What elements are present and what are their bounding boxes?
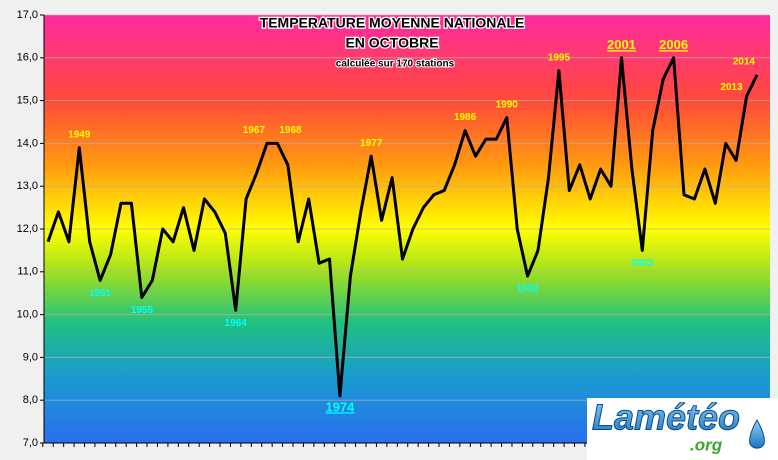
y-tick-label: 8,0 <box>23 394 38 406</box>
y-tick-label: 11,0 <box>17 266 38 278</box>
y-tick-label: 9,0 <box>23 351 38 363</box>
annotation: 1949 <box>68 129 91 140</box>
data-line <box>46 56 759 398</box>
annotation: 1986 <box>454 112 477 123</box>
logo-name: Lamétéo <box>592 397 740 438</box>
annotation: 1968 <box>279 125 302 136</box>
y-tick-label: 17,0 <box>17 9 38 21</box>
logo-background <box>587 398 778 460</box>
y-tick-label: 7,0 <box>23 437 38 449</box>
annotation: 1964 <box>225 318 248 329</box>
y-tick-label: 12,0 <box>17 223 38 235</box>
annotation: 1955 <box>131 305 154 316</box>
annotation: 2013 <box>720 82 743 93</box>
annotation: 1992 <box>516 284 539 295</box>
y-tick-label: 14,0 <box>17 137 38 149</box>
logo-domain: .org <box>690 435 723 454</box>
logo: Lamétéo .org <box>587 396 778 460</box>
logo-drop <box>749 418 765 449</box>
annotation: 2001 <box>607 37 636 52</box>
y-tick-label: 13,0 <box>17 180 38 192</box>
annotation: 1967 <box>243 125 266 136</box>
y-tick-label: 16,0 <box>17 52 38 64</box>
annotation: 1995 <box>548 52 571 63</box>
y-tick-label: 15,0 <box>17 95 38 107</box>
annotation: 2014 <box>733 57 756 68</box>
annotation: 1951 <box>89 288 112 299</box>
chart-subtitle: calculée sur 170 stations <box>336 59 455 70</box>
chart-title: EN OCTOBRE <box>345 35 438 51</box>
annotation: 2003 <box>631 258 654 269</box>
annotation: 2006 <box>659 37 688 52</box>
y-tick-label: 10,0 <box>17 309 38 321</box>
annotation: 1977 <box>360 138 383 149</box>
annotation: 1990 <box>496 99 519 110</box>
chart-title: TEMPERATURE MOYENNE NATIONALE <box>260 15 525 31</box>
annotation: 1974 <box>325 399 355 414</box>
